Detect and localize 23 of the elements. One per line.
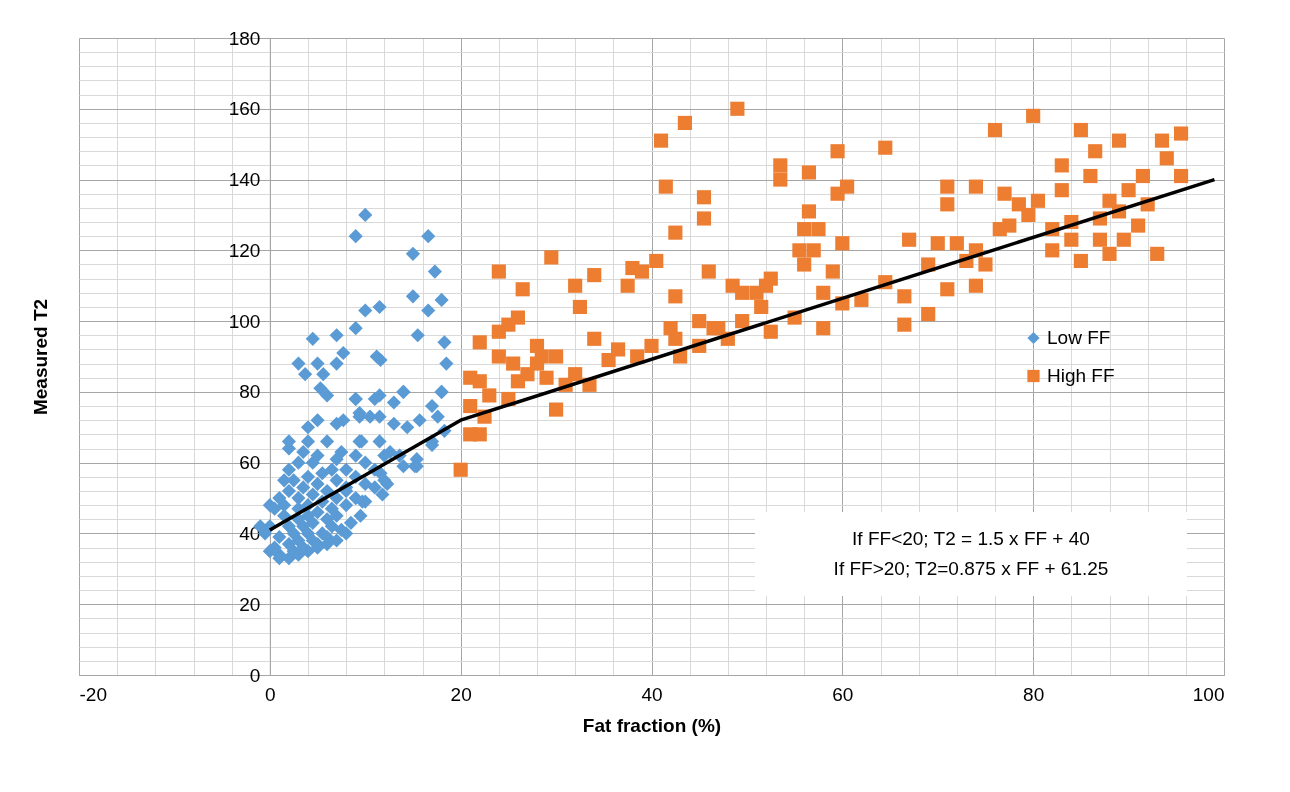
legend-label: High FF — [1047, 365, 1115, 386]
y-tick-label: 80 — [239, 381, 261, 403]
x-tick-label: 80 — [1023, 683, 1045, 705]
x-tick-label: -20 — [79, 683, 107, 705]
y-axis-title: Measured T2 — [30, 298, 52, 416]
y-tick-label: 60 — [239, 452, 261, 474]
x-tick-label: 40 — [641, 683, 663, 705]
annotation: If FF<20; T2 = 1.5 x FF + 40 — [851, 527, 1091, 551]
y-tick-label: 0 — [249, 664, 261, 686]
annotation: If FF>20; T2=0.875 x FF + 61.25 — [832, 557, 1110, 581]
y-tick-label: 140 — [228, 169, 261, 191]
y-tick-label: 120 — [228, 239, 261, 261]
x-tick-label: 60 — [832, 683, 854, 705]
y-tick-label: 100 — [228, 310, 261, 332]
x-tick-label: 100 — [1192, 683, 1225, 705]
y-tick-label: 20 — [239, 593, 261, 615]
legend-label: Low FF — [1047, 327, 1111, 348]
y-tick-label: 160 — [228, 98, 261, 120]
x-tick-label: 0 — [265, 683, 276, 705]
x-axis-title: Fat fraction (%) — [582, 714, 722, 736]
y-tick-label: 180 — [228, 27, 261, 49]
text-box: If FF<20; T2 = 1.5 x FF + 40 If FF>20; T2=0.875 x FF + 61.25 — [755, 512, 1187, 596]
x-tick-label: 20 — [450, 683, 472, 705]
